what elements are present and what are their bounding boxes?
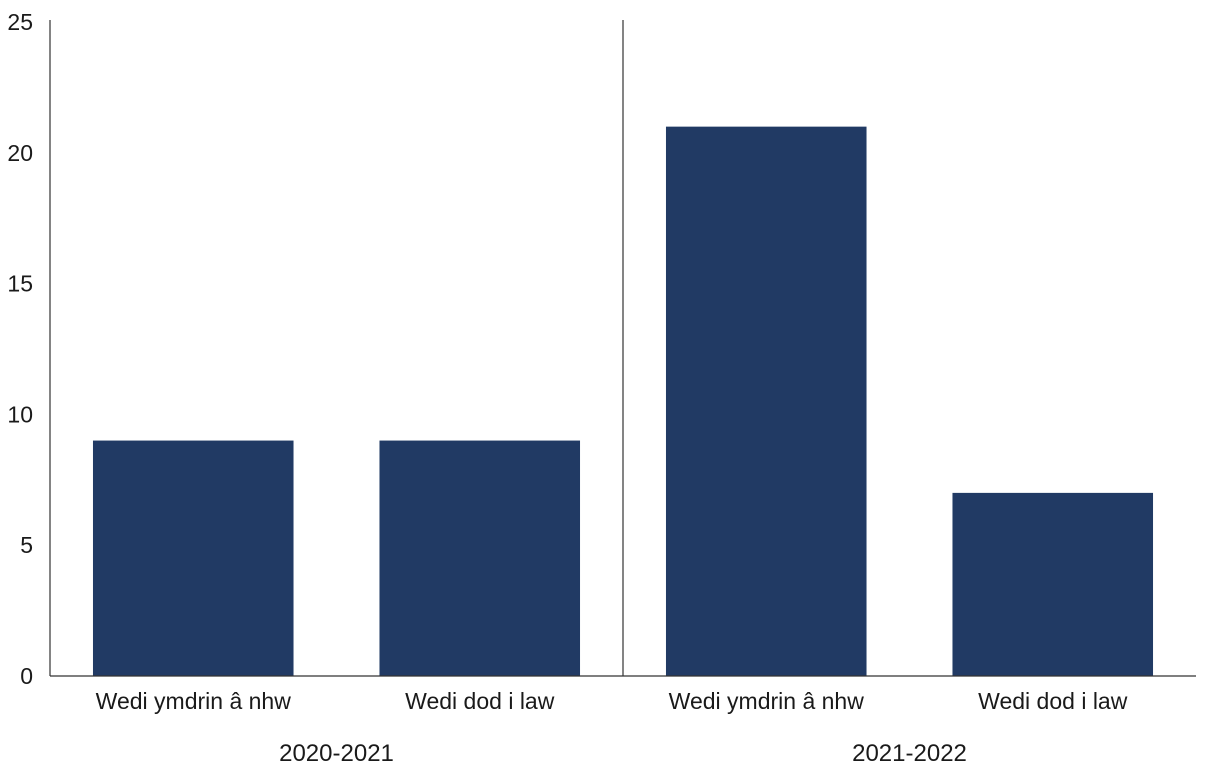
bars-layer [92,126,1154,676]
bar [379,440,581,676]
bar [665,126,867,676]
y-tick-label: 10 [7,401,33,427]
axes-layer [49,20,1196,677]
x-category-label: Wedi ymdrin â nhw [669,688,865,714]
y-tick-label: 20 [7,140,33,166]
bar [92,440,294,676]
x-category-label: Wedi dod i law [405,688,555,714]
x-category-label: Wedi dod i law [978,688,1128,714]
y-tick-label: 25 [7,9,33,35]
y-tick-label: 15 [7,271,33,297]
y-tick-label: 5 [20,532,33,558]
labels-layer: 0 5 10 15 20 25 Wedi ymdrin â nhw Wedi dod i la… [7,9,1127,767]
x-group-label: 2021-2022 [852,740,967,767]
y-tick-label: 0 [20,663,33,689]
x-group-label: 2020-2021 [279,740,394,767]
x-category-label: Wedi ymdrin â nhw [96,688,292,714]
bar [952,492,1154,676]
